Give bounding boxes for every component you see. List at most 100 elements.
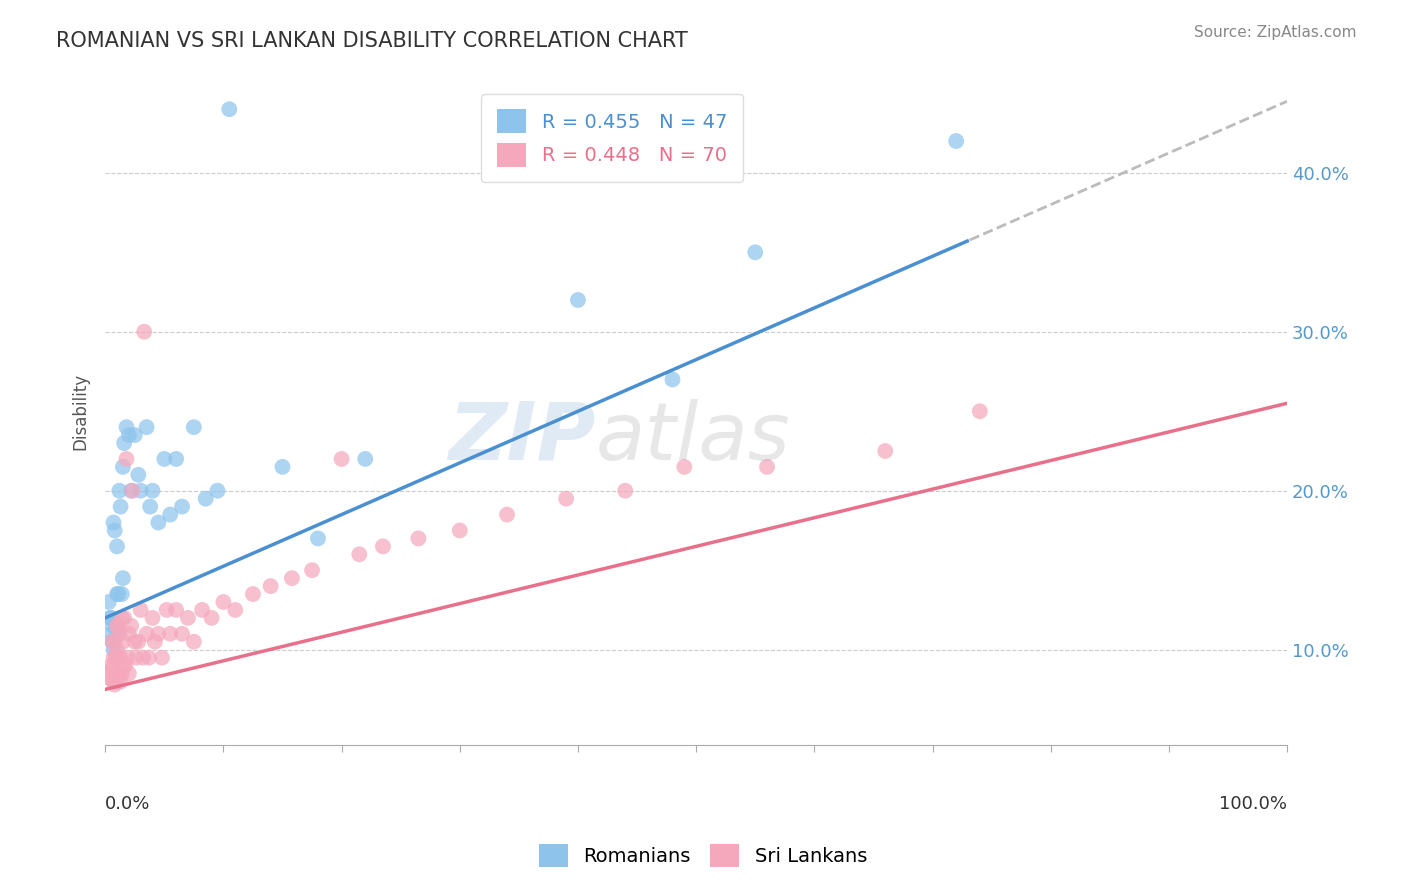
Point bbox=[156, 603, 179, 617]
Point bbox=[105, 587, 128, 601]
Point bbox=[129, 603, 152, 617]
Point bbox=[165, 451, 187, 466]
Text: ROMANIAN VS SRI LANKAN DISABILITY CORRELATION CHART: ROMANIAN VS SRI LANKAN DISABILITY CORREL… bbox=[56, 31, 688, 51]
Point bbox=[969, 404, 991, 418]
Point bbox=[105, 642, 128, 657]
Point bbox=[105, 619, 128, 633]
Point bbox=[661, 372, 683, 386]
Point bbox=[207, 483, 229, 498]
Point bbox=[191, 603, 214, 617]
Point bbox=[143, 634, 166, 648]
Point bbox=[111, 658, 134, 673]
Point bbox=[120, 619, 142, 633]
Point bbox=[104, 650, 127, 665]
Point bbox=[104, 671, 127, 685]
Text: 0.0%: 0.0% bbox=[105, 795, 150, 814]
Point bbox=[111, 666, 134, 681]
Text: 100.0%: 100.0% bbox=[1219, 795, 1286, 814]
Point bbox=[138, 650, 160, 665]
Point bbox=[141, 611, 163, 625]
Point bbox=[105, 674, 128, 689]
Point bbox=[135, 627, 157, 641]
Point bbox=[100, 611, 122, 625]
Point bbox=[105, 619, 128, 633]
Point bbox=[212, 595, 235, 609]
Point bbox=[104, 524, 127, 538]
Point bbox=[127, 634, 149, 648]
Point bbox=[354, 451, 377, 466]
Point bbox=[945, 134, 967, 148]
Point bbox=[170, 500, 193, 514]
Point bbox=[118, 627, 141, 641]
Point bbox=[108, 483, 131, 498]
Point bbox=[159, 508, 181, 522]
Point bbox=[170, 627, 193, 641]
Point bbox=[97, 666, 120, 681]
Point bbox=[153, 451, 176, 466]
Point bbox=[200, 611, 222, 625]
Point bbox=[104, 619, 127, 633]
Point bbox=[111, 459, 134, 474]
Point bbox=[111, 634, 134, 648]
Point bbox=[115, 451, 138, 466]
Point bbox=[111, 587, 134, 601]
Point bbox=[101, 634, 124, 648]
Text: atlas: atlas bbox=[596, 399, 790, 477]
Point bbox=[307, 532, 329, 546]
Point bbox=[108, 666, 131, 681]
Point bbox=[101, 662, 124, 676]
Point bbox=[117, 650, 139, 665]
Point bbox=[103, 634, 125, 648]
Point bbox=[103, 642, 125, 657]
Point bbox=[408, 532, 430, 546]
Point bbox=[104, 634, 127, 648]
Point bbox=[111, 611, 134, 625]
Point bbox=[110, 500, 132, 514]
Point bbox=[118, 666, 141, 681]
Point bbox=[103, 674, 125, 689]
Point bbox=[756, 459, 779, 474]
Point bbox=[301, 563, 323, 577]
Point bbox=[103, 650, 125, 665]
Point bbox=[744, 245, 766, 260]
Point bbox=[125, 650, 148, 665]
Point bbox=[165, 603, 187, 617]
Point bbox=[330, 451, 353, 466]
Point bbox=[104, 678, 127, 692]
Point bbox=[110, 650, 132, 665]
Point bbox=[100, 658, 122, 673]
Point bbox=[124, 634, 146, 648]
Point bbox=[108, 627, 131, 641]
Point bbox=[120, 483, 142, 498]
Point bbox=[496, 508, 519, 522]
Text: Source: ZipAtlas.com: Source: ZipAtlas.com bbox=[1194, 25, 1357, 40]
Point bbox=[107, 650, 129, 665]
Y-axis label: Disability: Disability bbox=[72, 373, 89, 450]
Point bbox=[224, 603, 246, 617]
Point bbox=[371, 540, 394, 554]
Point bbox=[121, 483, 143, 498]
Point bbox=[555, 491, 578, 506]
Point bbox=[281, 571, 304, 585]
Point bbox=[107, 587, 129, 601]
Point bbox=[132, 650, 155, 665]
Point bbox=[100, 627, 122, 641]
Point bbox=[98, 611, 121, 625]
Point bbox=[242, 587, 264, 601]
Point bbox=[114, 658, 136, 673]
Point bbox=[127, 467, 149, 482]
Point bbox=[129, 483, 152, 498]
Point bbox=[105, 540, 128, 554]
Point bbox=[449, 524, 471, 538]
Point bbox=[183, 420, 205, 434]
Point bbox=[98, 671, 121, 685]
Legend: Romanians, Sri Lankans: Romanians, Sri Lankans bbox=[531, 836, 875, 875]
Point bbox=[271, 459, 294, 474]
Point bbox=[111, 571, 134, 585]
Text: ZIP: ZIP bbox=[449, 399, 596, 477]
Legend: R = 0.455   N = 47, R = 0.448   N = 70: R = 0.455 N = 47, R = 0.448 N = 70 bbox=[481, 94, 742, 182]
Point bbox=[101, 634, 124, 648]
Point bbox=[141, 483, 163, 498]
Point bbox=[107, 627, 129, 641]
Point bbox=[349, 547, 371, 561]
